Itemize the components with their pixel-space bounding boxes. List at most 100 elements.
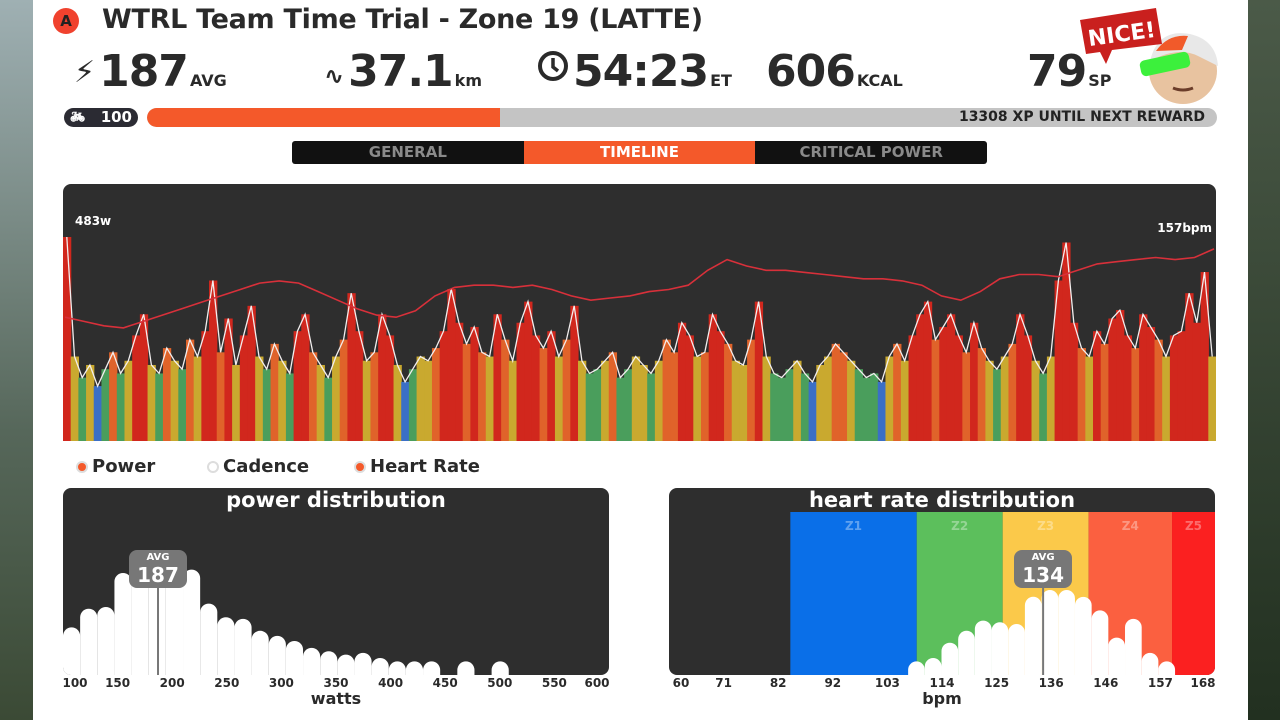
legend-cadence[interactable]: Cadence xyxy=(207,456,309,477)
stat-unit: ET xyxy=(710,71,732,90)
power-bar xyxy=(970,322,979,441)
distribution-bar xyxy=(80,608,98,675)
power-bar xyxy=(677,322,687,441)
zone-label: Z1 xyxy=(845,519,862,533)
power-bar xyxy=(209,280,218,441)
power-bar xyxy=(193,356,202,441)
x-tick-label: 60 xyxy=(672,676,690,690)
background-left xyxy=(0,0,33,720)
xp-progress-fill xyxy=(147,108,501,127)
power-bar xyxy=(178,369,187,441)
power-bar xyxy=(1008,343,1017,441)
power-bar xyxy=(1069,322,1079,441)
power-bar xyxy=(570,305,579,441)
power-bar xyxy=(531,335,541,441)
distribution-bar xyxy=(491,661,509,675)
heart-rate-line xyxy=(64,248,1215,329)
power-bar xyxy=(724,343,733,441)
tab-timeline[interactable]: TIMELINE xyxy=(523,141,756,164)
distribution-bar xyxy=(1158,661,1176,675)
power-bar xyxy=(1016,314,1025,441)
distribution-bar xyxy=(217,617,235,675)
power-bar xyxy=(662,339,671,441)
heart-rate-avg-badge: AVG 134 xyxy=(1014,550,1073,588)
legend-power[interactable]: Power xyxy=(76,456,155,477)
x-tick-label: 146 xyxy=(1093,676,1119,690)
distribution-bar xyxy=(131,569,149,675)
power-bar xyxy=(639,364,648,441)
power-bar xyxy=(877,381,887,441)
power-bar xyxy=(908,335,917,441)
power-bar xyxy=(370,352,379,441)
power-bar xyxy=(278,360,287,441)
x-tick-label: 350 xyxy=(323,676,349,690)
tab-general[interactable]: GENERAL xyxy=(368,143,447,161)
power-bar xyxy=(762,356,771,441)
distribution-bar xyxy=(423,661,441,675)
distribution-bar xyxy=(1041,590,1059,675)
power-bar xyxy=(285,373,295,441)
power-bar xyxy=(93,386,103,441)
x-tick-label: 82 xyxy=(769,676,787,690)
distribution-bar xyxy=(1074,596,1092,675)
x-tick-label: 600 xyxy=(584,676,610,690)
power-bar xyxy=(1046,356,1056,441)
power-max-label: 483w xyxy=(75,214,112,228)
power-bar xyxy=(232,364,241,441)
stat-unit: AVG xyxy=(189,71,227,90)
power-bar xyxy=(1177,331,1186,441)
distribution-bar xyxy=(991,622,1009,675)
power-distribution-title: power distribution xyxy=(226,488,446,512)
distribution-bar xyxy=(388,661,406,675)
power-bar xyxy=(70,356,79,441)
x-tick-label: 400 xyxy=(378,676,404,690)
power-bar xyxy=(493,314,502,441)
power-bar xyxy=(455,322,464,441)
power-bar xyxy=(1054,280,1063,441)
power-bar xyxy=(401,381,410,441)
power-bar xyxy=(823,356,833,441)
power-bar xyxy=(270,343,279,441)
distribution-bar xyxy=(941,642,959,675)
power-bar xyxy=(1146,326,1156,441)
tab-critical-power[interactable]: CRITICAL POWER xyxy=(799,143,943,161)
power-bar xyxy=(1108,318,1117,441)
distribution-bar xyxy=(268,635,286,675)
power-bar xyxy=(716,331,725,441)
xp-remaining-text: 13308 XP UNTIL NEXT REWARD xyxy=(958,109,1205,125)
stat-power: ⚡︎ 187 AVG xyxy=(74,48,227,96)
distribution-bar xyxy=(285,641,304,675)
power-bar xyxy=(854,369,864,441)
stat-calories: 606 KCAL xyxy=(766,48,903,96)
power-bar xyxy=(923,301,933,441)
power-bar xyxy=(893,343,902,441)
mascot-avatar: NICE! xyxy=(1078,6,1223,106)
radio-icon xyxy=(76,460,88,473)
legend-heart-rate[interactable]: Heart Rate xyxy=(354,456,480,477)
power-bar xyxy=(362,360,372,441)
power-bar xyxy=(601,360,610,441)
power-bar xyxy=(862,377,871,441)
power-bar xyxy=(816,364,825,441)
distribution-bar xyxy=(1024,596,1042,675)
x-tick-label: 550 xyxy=(541,676,567,690)
x-tick-label: 157 xyxy=(1147,676,1173,690)
stat-value: 606 xyxy=(766,46,856,97)
power-bar xyxy=(132,335,141,441)
power-bar xyxy=(332,356,341,441)
power-bar xyxy=(624,369,633,441)
distribution-bar xyxy=(405,661,424,675)
power-bar xyxy=(385,335,395,441)
distribution-bar xyxy=(97,607,115,675)
distribution-bar xyxy=(1108,637,1126,675)
power-bar xyxy=(1200,272,1209,441)
zone-label: Z2 xyxy=(951,519,968,533)
x-tick-label: 300 xyxy=(268,676,294,690)
power-bar xyxy=(800,373,810,441)
stat-unit: km xyxy=(454,71,482,90)
distribution-bar xyxy=(354,652,372,675)
power-bar xyxy=(516,322,525,441)
x-tick-label: 200 xyxy=(159,676,185,690)
power-bar xyxy=(216,352,226,441)
power-bar xyxy=(562,339,571,441)
